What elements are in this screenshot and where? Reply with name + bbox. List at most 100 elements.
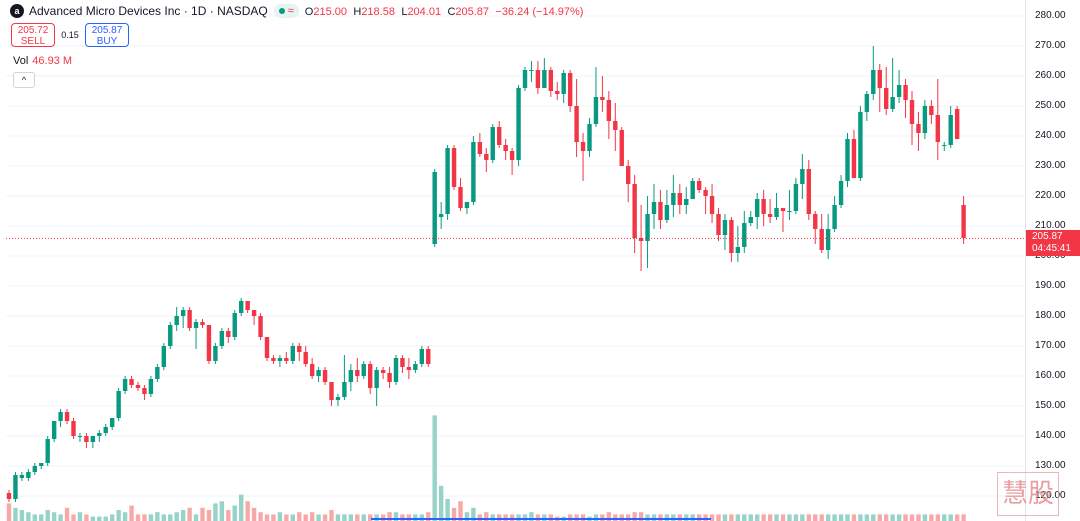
candle-body <box>193 322 199 328</box>
volume-bar <box>509 514 515 521</box>
candle-body <box>800 169 805 184</box>
volume-bar <box>916 514 921 521</box>
price-axis[interactable]: 280.00 270.00 260.00 250.00 240.00 230.00 220.… <box>1025 0 1080 521</box>
volume-bar <box>845 514 850 521</box>
candle-body <box>722 220 728 235</box>
candle-body <box>567 73 573 106</box>
price-tick-label: 160.00 <box>1035 370 1066 381</box>
volume-bar <box>580 514 586 521</box>
volume-bar <box>871 514 876 521</box>
market-open-dot-icon <box>278 8 285 14</box>
candle-body <box>329 382 334 400</box>
volume-bar <box>690 514 695 521</box>
volume-bar <box>155 512 160 521</box>
candle-body <box>871 70 876 94</box>
volume-bar <box>277 512 283 521</box>
candle-body <box>77 436 83 437</box>
chart-pane[interactable] <box>6 0 1025 521</box>
volume-bar <box>368 514 373 521</box>
candle-body <box>438 214 444 217</box>
candle-body <box>419 349 424 364</box>
candle-body <box>258 316 263 337</box>
volume-bar <box>684 514 689 521</box>
candle-body <box>909 100 915 124</box>
amd-logo-icon[interactable]: a <box>10 4 24 18</box>
candle-body <box>51 421 57 439</box>
candle-body <box>574 106 579 142</box>
candle-body <box>471 142 476 202</box>
symbol-header: a Advanced Micro Devices Inc · 1D · NASD… <box>10 4 586 18</box>
price-tick-label: 270.00 <box>1035 40 1066 51</box>
candle-body <box>664 205 670 220</box>
candlestick-chart[interactable] <box>6 0 1025 521</box>
sell-button[interactable]: 205.72 SELL <box>11 23 55 47</box>
volume-bar <box>335 514 341 521</box>
candle-body <box>187 310 192 328</box>
volume-bar <box>135 514 141 521</box>
candle-body <box>174 316 179 325</box>
volume-bar <box>471 507 476 521</box>
candle-body <box>309 364 315 376</box>
candle-body <box>110 418 115 427</box>
candle-body <box>561 73 566 94</box>
candle-body <box>297 346 302 352</box>
volume-bar <box>232 505 237 521</box>
volume-bar <box>922 514 928 521</box>
candle-body <box>161 346 166 367</box>
candle-body <box>58 412 63 421</box>
volume-bar <box>780 514 786 521</box>
candle-body <box>400 358 405 367</box>
volume-bar <box>645 514 650 521</box>
volume-bar <box>825 514 831 521</box>
candle-body <box>464 202 470 208</box>
wave-icon: ≈ <box>287 4 294 17</box>
candle-body <box>632 184 637 238</box>
buy-button[interactable]: 205.87 BUY <box>85 23 129 47</box>
volume-bar <box>535 514 541 521</box>
price-tick-label: 130.00 <box>1035 460 1066 471</box>
price-tick-label: 150.00 <box>1035 400 1066 411</box>
volume-bar <box>748 514 753 521</box>
volume-bar <box>168 514 173 521</box>
spread-value: 0.15 <box>61 30 79 40</box>
volume-bar <box>413 514 418 521</box>
volume-bar <box>522 514 528 521</box>
candle-body <box>806 169 811 214</box>
price-tick-label: 190.00 <box>1035 280 1066 291</box>
symbol-title[interactable]: Advanced Micro Devices Inc · 1D · NASDAQ <box>29 4 268 18</box>
volume-bar <box>26 512 31 521</box>
chevron-up-icon[interactable]: ^ <box>13 72 35 88</box>
volume-bar <box>567 514 573 521</box>
volume-bar <box>19 510 25 521</box>
candle-body <box>477 142 483 154</box>
low-key: L <box>401 6 408 18</box>
volume-bar <box>432 415 437 521</box>
volume-bar <box>542 514 547 521</box>
volume-bar <box>90 516 96 521</box>
volume-bar <box>187 507 192 521</box>
open-key: O <box>304 6 314 18</box>
volume-bar <box>490 514 495 521</box>
candle-body <box>703 190 708 196</box>
candle-body <box>213 346 218 361</box>
candle-body <box>961 205 966 238</box>
candle-body <box>355 370 360 376</box>
candle-body <box>142 388 147 394</box>
price-tick-label: 220.00 <box>1035 190 1066 201</box>
volume-legend[interactable]: Vol 46.93 M <box>13 55 72 67</box>
volume-bar <box>813 514 818 521</box>
candle-body <box>219 331 225 346</box>
candle-body <box>116 391 121 418</box>
candle-body <box>864 94 870 112</box>
candle-body <box>284 358 289 361</box>
candle-body <box>896 85 902 97</box>
market-status-pill[interactable]: ≈ <box>273 4 299 18</box>
volume-bar <box>180 510 186 521</box>
volume-bar <box>458 501 463 521</box>
candle-body <box>613 121 618 130</box>
candle-body <box>696 181 702 190</box>
candle-body <box>451 148 457 187</box>
candle-body <box>619 130 624 166</box>
volume-bar <box>761 514 766 521</box>
candle-body <box>393 358 399 382</box>
